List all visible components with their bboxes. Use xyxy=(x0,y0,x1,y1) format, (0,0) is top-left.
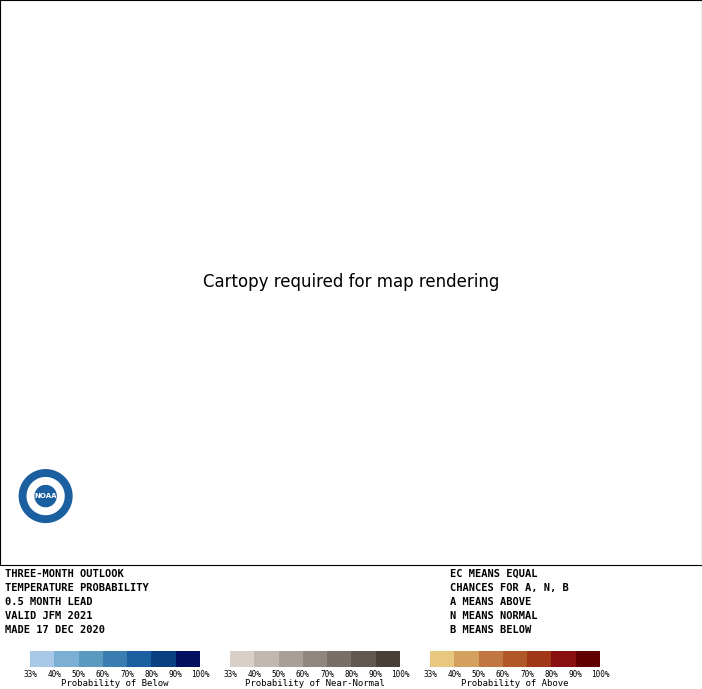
Bar xyxy=(576,651,600,667)
Bar xyxy=(279,651,303,667)
Bar xyxy=(352,651,376,667)
Bar xyxy=(503,651,527,667)
Bar xyxy=(303,651,327,667)
Polygon shape xyxy=(20,470,72,522)
Text: 70%: 70% xyxy=(320,670,334,679)
Text: 70%: 70% xyxy=(520,670,534,679)
Bar xyxy=(254,651,279,667)
Text: 33%: 33% xyxy=(223,670,237,679)
Bar xyxy=(376,651,400,667)
Bar xyxy=(176,651,200,667)
Text: 90%: 90% xyxy=(569,670,583,679)
Text: 40%: 40% xyxy=(447,670,461,679)
Text: 60%: 60% xyxy=(296,670,310,679)
Bar xyxy=(552,651,576,667)
Text: 40%: 40% xyxy=(247,670,261,679)
Text: 33%: 33% xyxy=(23,670,37,679)
Text: 50%: 50% xyxy=(472,670,486,679)
Bar xyxy=(454,651,479,667)
Text: 60%: 60% xyxy=(496,670,510,679)
Bar xyxy=(30,651,54,667)
Text: 33%: 33% xyxy=(423,670,437,679)
Bar xyxy=(79,651,103,667)
Text: 40%: 40% xyxy=(47,670,61,679)
Bar xyxy=(479,651,503,667)
Text: NOAA: NOAA xyxy=(34,493,57,499)
Bar xyxy=(103,651,127,667)
Text: Cartopy required for map rendering: Cartopy required for map rendering xyxy=(203,274,499,291)
Bar xyxy=(327,651,352,667)
Text: 70%: 70% xyxy=(120,670,134,679)
Text: 100%: 100% xyxy=(191,670,209,679)
Bar xyxy=(430,651,454,667)
Text: 50%: 50% xyxy=(72,670,86,679)
Bar xyxy=(127,651,152,667)
Text: Probability of Above: Probability of Above xyxy=(461,679,569,688)
Text: 50%: 50% xyxy=(272,670,286,679)
Text: Probability of Below: Probability of Below xyxy=(61,679,168,688)
Bar xyxy=(54,651,79,667)
Text: 60%: 60% xyxy=(96,670,110,679)
Bar xyxy=(230,651,254,667)
Polygon shape xyxy=(27,477,64,515)
Text: THREE-MONTH OUTLOOK
TEMPERATURE PROBABILITY
0.5 MONTH LEAD
VALID JFM 2021
MADE 1: THREE-MONTH OUTLOOK TEMPERATURE PROBABIL… xyxy=(5,569,149,635)
Text: 100%: 100% xyxy=(391,670,409,679)
Text: 90%: 90% xyxy=(369,670,383,679)
Bar xyxy=(527,651,552,667)
Text: 100%: 100% xyxy=(591,670,609,679)
Text: 80%: 80% xyxy=(345,670,358,679)
Text: 90%: 90% xyxy=(168,670,183,679)
Polygon shape xyxy=(35,486,56,506)
Text: 80%: 80% xyxy=(145,670,159,679)
Text: Probability of Near-Normal: Probability of Near-Normal xyxy=(245,679,385,688)
Text: 80%: 80% xyxy=(545,670,558,679)
Text: EC MEANS EQUAL
CHANCES FOR A, N, B
A MEANS ABOVE
N MEANS NORMAL
B MEANS BELOW: EC MEANS EQUAL CHANCES FOR A, N, B A MEA… xyxy=(450,569,569,635)
Bar xyxy=(152,651,176,667)
